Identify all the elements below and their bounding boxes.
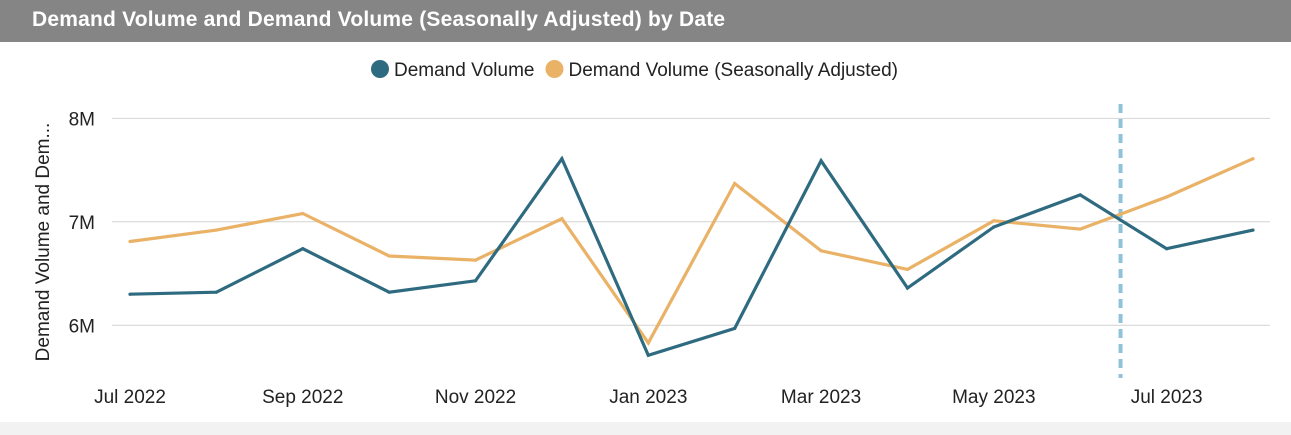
data-point — [214, 228, 218, 232]
series-line-2 — [129, 157, 1254, 346]
line-chart: Demand Volume Demand Volume (Seasonally A… — [33, 60, 1270, 408]
x-tick-label: Jan 2023 — [609, 387, 687, 408]
data-point — [1078, 193, 1082, 197]
data-point — [1251, 228, 1255, 232]
chart-title: Demand Volume and Demand Volume (Seasona… — [32, 8, 726, 31]
data-point — [1165, 195, 1169, 199]
y-tick-label: 8M — [69, 109, 95, 130]
footer-strip — [0, 422, 1291, 435]
y-axis-title-group: Demand Volume and Dem... — [33, 123, 54, 362]
legend-label: Demand Volume (Seasonally Adjusted) — [568, 60, 898, 81]
y-tick-label: 6M — [69, 316, 95, 337]
gridlines — [112, 117, 1270, 326]
data-point — [473, 258, 478, 262]
series-line-1 — [129, 155, 1254, 358]
data-point — [128, 239, 132, 244]
legend: Demand Volume Demand Volume (Seasonally A… — [371, 60, 898, 81]
legend-label: Demand Volume — [394, 60, 534, 81]
legend-marker — [371, 60, 389, 78]
data-point — [819, 159, 823, 163]
data-point — [1078, 227, 1082, 231]
data-point — [646, 353, 650, 357]
data-point — [905, 286, 910, 290]
legend-marker — [545, 60, 564, 78]
data-point — [301, 211, 305, 216]
x-tick-label: Jul 2023 — [1131, 387, 1203, 408]
data-point — [819, 249, 823, 253]
x-tick-label: Jul 2022 — [94, 387, 166, 408]
data-point — [387, 290, 391, 294]
data-point — [992, 219, 996, 223]
data-point — [128, 292, 132, 296]
x-tick-label: Nov 2022 — [435, 387, 516, 408]
data-point — [1165, 247, 1169, 251]
x-axis: Jul 2022 Sep 2022 Nov 2022 Jan 2023 Mar 2023… — [94, 387, 1202, 408]
data-point — [301, 247, 305, 251]
x-tick-label: Sep 2022 — [262, 387, 343, 408]
data-point — [733, 181, 737, 186]
data-point — [387, 254, 391, 258]
y-axis: 6M 7M 8M — [69, 109, 95, 337]
data-point — [560, 217, 564, 221]
x-tick-label: Mar 2023 — [781, 387, 861, 408]
data-point — [992, 225, 996, 229]
chart-area: Demand Volume Demand Volume (Seasonally A… — [0, 42, 1291, 422]
title-bar: Demand Volume and Demand Volume (Seasona… — [0, 0, 1291, 42]
data-point — [905, 267, 910, 271]
data-point — [733, 326, 737, 330]
data-point — [646, 341, 650, 345]
data-point — [1251, 157, 1255, 161]
data-point — [214, 290, 218, 294]
series-group — [128, 155, 1255, 358]
data-point — [560, 157, 564, 161]
x-tick-label: May 2023 — [952, 387, 1035, 408]
y-tick-label: 7M — [69, 213, 95, 234]
data-point — [473, 279, 478, 283]
y-axis-title: Demand Volume and Dem... — [33, 123, 54, 362]
